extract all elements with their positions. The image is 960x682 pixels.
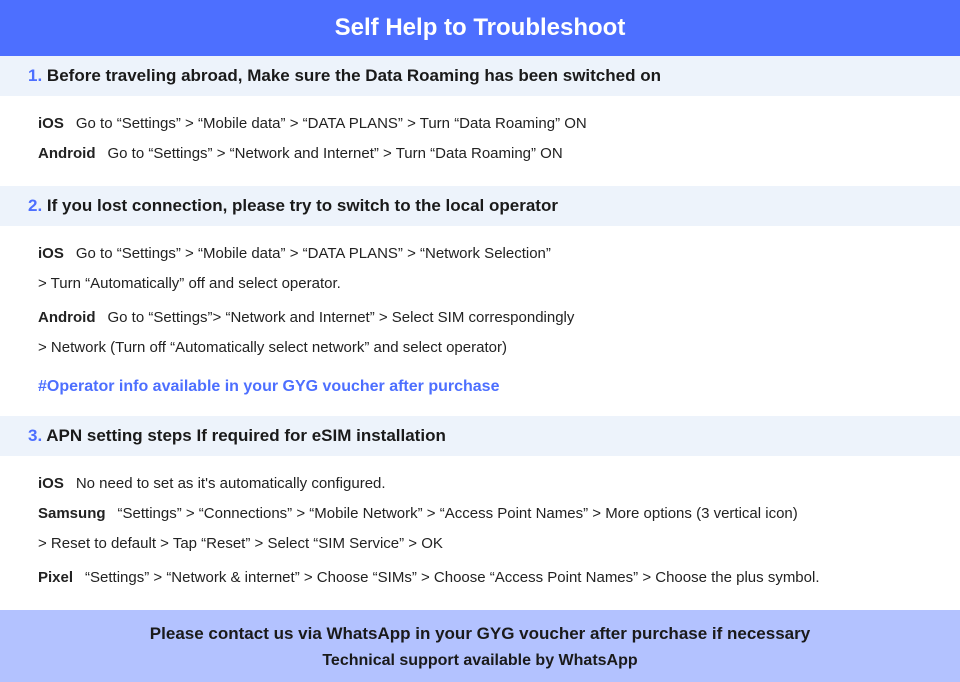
instruction-text: Go to “Settings” > “Network and Internet… <box>108 145 563 162</box>
platform-label: Android <box>38 145 96 162</box>
section-3-row-samsung-cont: > Reset to default > Tap “Reset” > Selec… <box>38 532 932 556</box>
section-3-number: 3. <box>28 426 42 445</box>
platform-label: Pixel <box>38 569 73 586</box>
section-3-heading: 3. APN setting steps If required for eSI… <box>0 416 960 456</box>
section-2-row-android-cont: > Network (Turn off “Automatically selec… <box>38 336 932 360</box>
page-title: Self Help to Troubleshoot <box>0 0 960 56</box>
platform-label: iOS <box>38 475 64 492</box>
section-3-row-samsung: Samsung “Settings” > “Connections” > “Mob… <box>38 502 932 526</box>
section-2-row-android: Android Go to “Settings”> “Network and In… <box>38 306 932 330</box>
instruction-text: “Settings” > “Connections” > “Mobile Net… <box>118 505 798 522</box>
section-2-heading: 2. If you lost connection, please try to… <box>0 186 960 226</box>
section-2-rest: If you lost connection, please try to sw… <box>47 196 558 215</box>
section-1-row-android: Android Go to “Settings” > “Network and I… <box>38 142 932 166</box>
platform-label: iOS <box>38 115 64 132</box>
section-3-rest: APN setting steps If required for eSIM i… <box>46 426 446 445</box>
section-3-content: iOS No need to set as it's automatically … <box>0 456 960 610</box>
section-1-number: 1. <box>28 66 42 85</box>
platform-label: iOS <box>38 245 64 262</box>
footer-support-line: Technical support available by WhatsApp <box>0 652 960 670</box>
section-3-row-ios: iOS No need to set as it's automatically … <box>38 472 932 496</box>
footer: Please contact us via WhatsApp in your G… <box>0 610 960 682</box>
instruction-text: “Settings” > “Network & internet” > Choo… <box>85 569 819 586</box>
section-1-lead: Before traveling abroad, <box>47 66 243 85</box>
section-2-row-ios: iOS Go to “Settings” > “Mobile data” > “D… <box>38 242 932 266</box>
section-1-heading: 1. Before traveling abroad, Make sure th… <box>0 56 960 96</box>
platform-label: Samsung <box>38 505 106 522</box>
instruction-text: No need to set as it's automatically con… <box>76 475 386 492</box>
section-2-content: iOS Go to “Settings” > “Mobile data” > “D… <box>0 226 960 416</box>
section-1-content: iOS Go to “Settings” > “Mobile data” > “D… <box>0 96 960 186</box>
section-2-number: 2. <box>28 196 42 215</box>
instruction-text: Go to “Settings”> “Network and Internet”… <box>108 309 575 326</box>
instruction-text: Go to “Settings” > “Mobile data” > “DATA… <box>76 115 587 132</box>
footer-contact-line: Please contact us via WhatsApp in your G… <box>0 624 960 644</box>
platform-label: Android <box>38 309 96 326</box>
section-1-rest: Make sure the Data Roaming has been swit… <box>242 66 661 85</box>
section-3-row-pixel: Pixel “Settings” > “Network & internet” >… <box>38 566 932 590</box>
section-1-row-ios: iOS Go to “Settings” > “Mobile data” > “D… <box>38 112 932 136</box>
operator-info-note: #Operator info available in your GYG vou… <box>38 378 932 396</box>
section-2-row-ios-cont: > Turn “Automatically” off and select op… <box>38 272 932 296</box>
instruction-text: Go to “Settings” > “Mobile data” > “DATA… <box>76 245 551 262</box>
